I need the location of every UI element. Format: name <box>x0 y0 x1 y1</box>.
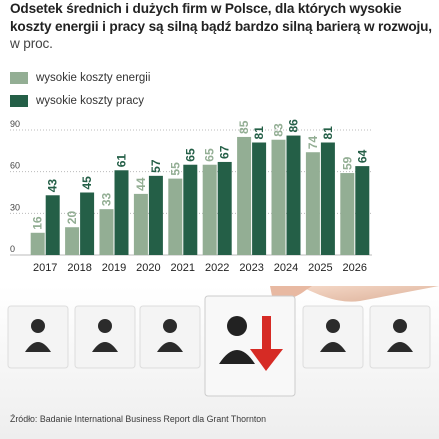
bar-labor <box>114 170 129 255</box>
data-label-energy: 16 <box>31 216 45 230</box>
y-tick-label: 30 <box>10 202 20 212</box>
x-tick-label: 2018 <box>67 262 91 274</box>
data-label-labor: 86 <box>287 119 301 133</box>
bar-energy <box>340 173 355 255</box>
x-tick-label: 2017 <box>33 262 57 274</box>
bar-labor <box>80 192 95 255</box>
data-label-energy: 33 <box>100 192 114 206</box>
cube-5 <box>369 305 431 369</box>
bar-energy <box>202 164 217 255</box>
bar-energy <box>305 152 320 255</box>
data-label-labor: 65 <box>183 148 197 162</box>
x-tick-label: 2026 <box>343 262 367 274</box>
legend-label-energy: wysokie koszty energii <box>36 71 151 84</box>
cube-1 <box>7 305 69 369</box>
x-tick-label: 2021 <box>171 262 195 274</box>
cube-4 <box>302 305 364 369</box>
title-text: Odsetek średnich i dużych firm w Polsce,… <box>10 1 432 34</box>
bar-energy <box>237 136 252 255</box>
bar-labor <box>286 135 301 255</box>
bar-labor <box>355 166 370 255</box>
cube-highlight <box>204 295 296 397</box>
x-tick-label: 2025 <box>308 262 332 274</box>
photo-illustration <box>0 286 439 439</box>
photo-hand-and-cubes <box>0 286 439 439</box>
data-label-labor: 57 <box>149 159 163 173</box>
legend-swatch-labor <box>10 94 28 107</box>
y-tick-label: 0 <box>10 244 15 254</box>
bar-labor <box>45 195 60 255</box>
data-label-labor: 67 <box>218 145 232 159</box>
legend-item-labor: wysokie koszty pracy <box>10 89 150 112</box>
data-label-labor: 61 <box>115 154 129 168</box>
x-tick-label: 2019 <box>102 262 126 274</box>
legend: wysokie koszty energii wysokie koszty pr… <box>10 66 150 112</box>
bar-energy <box>99 209 114 255</box>
bar-energy <box>65 227 80 255</box>
cube-2 <box>74 305 136 369</box>
y-tick-label: 60 <box>10 161 20 171</box>
data-label-energy: 85 <box>237 120 251 134</box>
data-label-labor: 45 <box>80 176 94 190</box>
source-note: Źródło: Badanie International Business R… <box>10 414 267 424</box>
data-label-energy: 20 <box>65 211 79 225</box>
bar-labor <box>217 161 232 255</box>
legend-item-energy: wysokie koszty energii <box>10 66 150 89</box>
data-label-energy: 59 <box>340 156 354 170</box>
legend-label-labor: wysokie koszty pracy <box>36 94 145 107</box>
data-label-labor: 43 <box>46 179 60 193</box>
data-label-energy: 65 <box>203 148 217 162</box>
data-label-energy: 44 <box>134 177 148 191</box>
bar-labor <box>183 164 198 255</box>
x-tick-label: 2024 <box>274 262 298 274</box>
data-label-energy: 74 <box>306 136 320 150</box>
bar-labor <box>148 175 163 255</box>
y-tick-label: 90 <box>10 119 20 129</box>
bar-labor <box>320 142 335 255</box>
cube-3 <box>139 305 201 369</box>
bar-energy <box>168 178 183 255</box>
title-unit: w proc. <box>10 36 53 51</box>
bar-energy <box>30 232 45 255</box>
x-tick-label: 2020 <box>136 262 160 274</box>
x-tick-label: 2023 <box>239 262 263 274</box>
data-label-labor: 64 <box>355 149 369 163</box>
data-label-labor: 81 <box>252 126 266 140</box>
bar-energy <box>271 139 286 255</box>
bar-labor <box>252 142 267 255</box>
data-label-energy: 55 <box>168 162 182 176</box>
bar-energy <box>133 193 148 255</box>
legend-swatch-energy <box>10 71 28 84</box>
data-label-labor: 81 <box>321 126 335 140</box>
x-tick-label: 2022 <box>205 262 229 274</box>
chart-title: Odsetek średnich i dużych firm w Polsce,… <box>10 0 435 53</box>
data-label-energy: 83 <box>272 123 286 137</box>
